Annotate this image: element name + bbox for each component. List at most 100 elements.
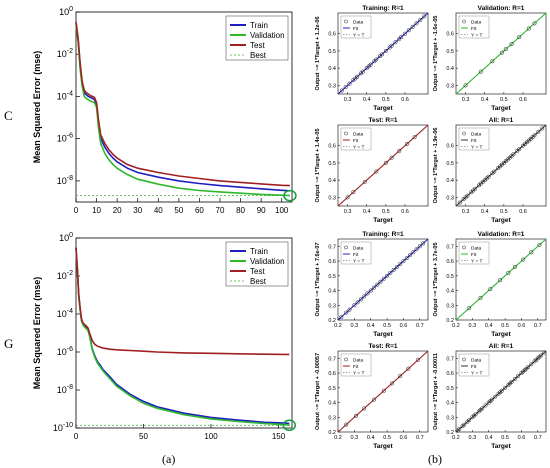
row-label-g: G [4, 336, 14, 351]
x-tick-label: 0.5 [382, 209, 390, 215]
y-tick-label: 10-2 [57, 48, 73, 59]
y-tick-label: 0.4 [446, 66, 454, 72]
legend-entry: Best [250, 277, 267, 286]
x-tick-label: 0.5 [383, 323, 391, 329]
data-point [422, 14, 427, 19]
data-point [381, 276, 386, 281]
y-tick-label: 0.7 [446, 244, 454, 250]
legend-entry: Y = T [353, 370, 364, 376]
data-point [506, 270, 511, 275]
panel-title: Training: R=1 [362, 5, 404, 12]
data-point [406, 366, 411, 371]
data-point [480, 406, 485, 411]
legend-entry: Data [471, 245, 481, 251]
data-point [499, 388, 504, 393]
y-tick-label: 0.5 [446, 274, 454, 280]
data-point [352, 303, 357, 308]
legend-swatch [462, 357, 466, 362]
legend-swatch [462, 19, 466, 24]
legend-swatch [462, 245, 466, 250]
legend-box [458, 353, 490, 377]
y-tick-label: 0.5 [446, 161, 454, 167]
panel-title: Validation: R=1 [478, 231, 525, 238]
data-point [385, 273, 390, 278]
y-axis-label: Output ~= 1*Target + 1.2e-06 [315, 16, 321, 90]
data-point [391, 267, 396, 272]
y-tick-label: 0.4 [328, 178, 336, 184]
data-point [486, 174, 491, 179]
data-point [378, 279, 383, 284]
data-point [473, 412, 478, 417]
data-point [362, 406, 367, 411]
data-point [483, 403, 488, 408]
y-tick-label: 0.7 [328, 244, 336, 250]
x-tick-label: 0.5 [382, 97, 390, 103]
data-point [412, 135, 417, 140]
y-tick-label: 0.7 [446, 356, 454, 362]
x-tick-label: 0.3 [462, 209, 470, 215]
y-tick-label: 0.2 [328, 430, 336, 436]
x-axis-label: Target [491, 443, 511, 450]
x-tick-label: 0.6 [518, 323, 526, 329]
y-tick-label: 0.4 [328, 289, 336, 295]
data-point [383, 48, 388, 53]
data-point [381, 388, 386, 393]
x-tick-label: 0.7 [416, 435, 424, 441]
x-axis-label: Target [491, 331, 511, 338]
y-axis-label: Mean Squared Error (mse) [32, 51, 42, 164]
x-tick-label: 0.3 [351, 435, 359, 441]
data-point [355, 74, 360, 79]
data-point [339, 88, 344, 93]
data-point [406, 28, 411, 33]
legend-box [225, 15, 289, 61]
data-point [398, 373, 403, 379]
x-tick-label: 0.4 [363, 97, 371, 103]
best-point-circle [282, 419, 297, 431]
legend-entry: Data [471, 19, 481, 25]
data-point [353, 413, 359, 418]
x-tick-label: 0.2 [334, 435, 342, 441]
x-tick-label: 20 [113, 206, 122, 215]
data-point [478, 295, 483, 300]
data-point [473, 186, 478, 191]
data-point [388, 270, 393, 275]
regression-c-validation: Validation: R=1 0.3 0.3 0.4 0.4 0.5 0.5 0.6 0.6 T… [433, 5, 547, 112]
legend-box [458, 127, 490, 151]
panel-title: Validation: R=1 [478, 5, 525, 12]
data-point [347, 307, 352, 312]
data-point [525, 365, 531, 370]
y-tick-label: 0.5 [328, 161, 336, 167]
panel-title: All: R=1 [489, 343, 514, 350]
x-tick-label: 0.5 [500, 209, 508, 215]
data-point [457, 200, 462, 205]
data-point [368, 288, 373, 293]
y-axis-label: Output ~= 1*Target + -1.9e-06 [433, 128, 439, 204]
regression-g-training: Training: R=1 0.20.2 0.3 0.3 0.4 0.4 0.5 0.5 0.6… [315, 231, 429, 338]
x-tick-label: 30 [133, 206, 142, 215]
data-point [355, 300, 360, 305]
x-tick-label: 100 [204, 432, 218, 441]
y-tick-label: 0.4 [446, 289, 454, 295]
data-point [490, 59, 495, 64]
data-point [416, 357, 421, 362]
data-point [512, 376, 517, 382]
legend-entry: Y = T [471, 32, 482, 38]
legend-box [340, 353, 372, 377]
y-axis-label: Output ~= 1*Target + 1.4e-05 [315, 128, 321, 202]
y-tick-label: 0.3 [446, 415, 454, 421]
y-tick-label: 0.2 [446, 430, 454, 436]
legend-swatch [344, 19, 348, 24]
y-tick-label: 0.6 [446, 259, 454, 265]
data-point [398, 261, 403, 267]
data-point [542, 350, 547, 355]
data-point [389, 43, 394, 48]
data-point [404, 141, 409, 147]
x-tick-label: 0.2 [452, 435, 460, 441]
regression-g-validation: Validation: R=1 0.20.2 0.3 0.3 0.4 0.4 0.5 0.5 0… [433, 231, 547, 338]
x-tick-label: 90 [257, 206, 266, 215]
data-point [374, 57, 379, 62]
data-point [540, 126, 545, 131]
data-point [467, 306, 472, 311]
x-tick-label: 10 [92, 206, 101, 215]
